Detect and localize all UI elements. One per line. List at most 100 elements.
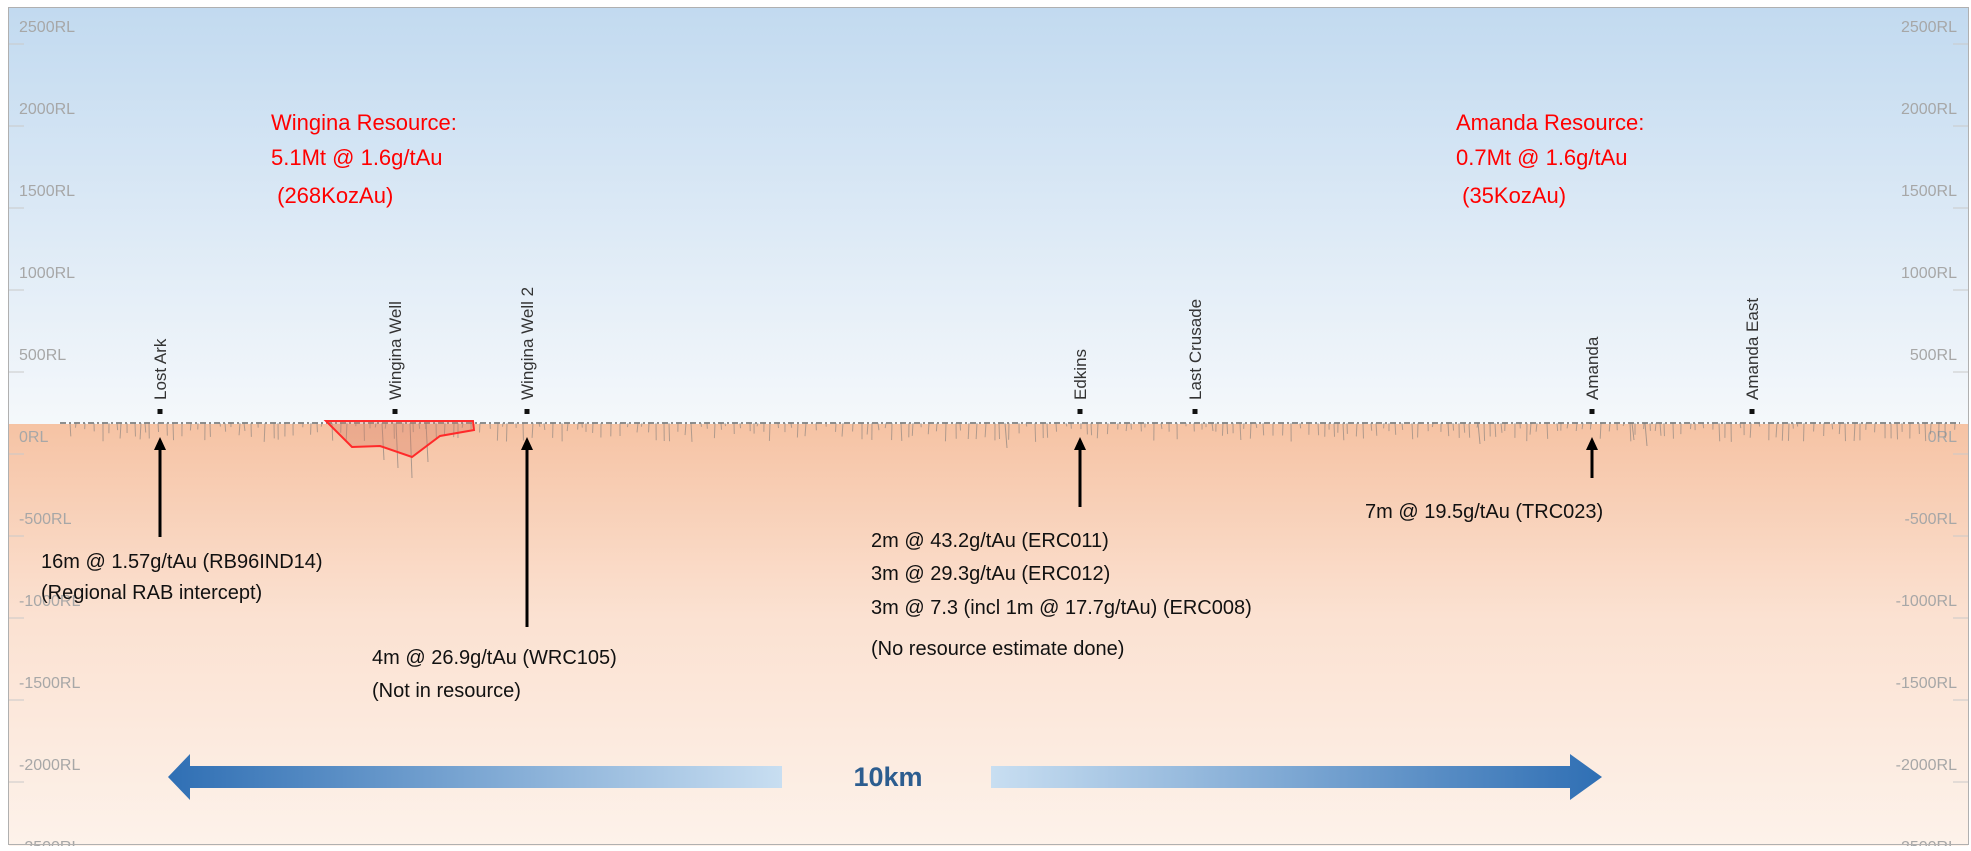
drillhole-trace [740,423,741,428]
prospect-label-edkins: Edkins [1071,349,1090,400]
sky-background [9,8,1968,424]
rl-label-left-500rl: -500RL [19,511,72,528]
rl-label-right-500rl: 500RL [1910,347,1957,364]
drillhole-trace [714,423,715,438]
drillhole-trace [506,423,507,442]
rl-label-right-0rl: 0RL [1928,429,1957,446]
drillhole-trace [725,423,726,426]
wingina-resource-line-1: Wingina Resource: [271,110,457,135]
prospect-label-wingina-well: Wingina Well [386,301,405,400]
prospect-marker-edkins [1078,409,1083,414]
wingina-well-2-note-line-1: 4m @ 26.9g/tAu (WRC105) [372,647,617,669]
edkins-note-line-1: 2m @ 43.2g/tAu (ERC011) [871,530,1109,552]
drillhole-trace [1056,423,1057,432]
amanda-resource-line-1: Amanda Resource: [1456,110,1644,135]
drillhole-trace [936,423,937,431]
lost-ark-note-line-2: (Regional RAB intercept) [41,582,262,604]
drillhole-trace [669,423,670,441]
edkins-note-line-2: 3m @ 29.3g/tAu (ERC012) [871,563,1110,585]
drillhole-trace [1832,423,1833,429]
drillhole-trace [1097,423,1098,438]
drillhole-trace [1356,423,1357,436]
rl-label-right-500rl: -500RL [1905,511,1958,528]
rl-label-right-1000rl: 1000RL [1901,265,1957,282]
prospect-marker-lost-ark [158,409,163,414]
drillhole-trace [627,423,628,427]
rl-label-left-1500rl: -1500RL [19,675,80,692]
amanda-resource-line-2: 0.7Mt @ 1.6g/tAu [1456,145,1628,170]
drillhole-trace [1469,423,1470,438]
drillhole-trace [1453,423,1454,431]
lost-ark-note-line-1: 16m @ 1.57g/tAu (RB96IND14) [41,551,323,573]
prospect-label-lost-ark: Lost Ark [151,338,170,400]
drillhole-trace [1788,423,1789,441]
scale-label: 10km [853,762,922,792]
rl-label-right-2000rl: -2000RL [1896,757,1957,774]
drillhole-trace [497,423,498,441]
wingina-resource-line-2: 5.1Mt @ 1.6g/tAu [271,145,443,170]
drillhole-trace [1227,423,1228,434]
drillhole-trace [1371,423,1372,431]
drillhole-trace [190,423,191,430]
drillhole-trace [1107,423,1108,434]
drillhole-trace [1782,423,1783,441]
drillhole-trace [1300,423,1301,428]
drillhole-trace [1703,423,1704,428]
prospect-marker-last-crusade [1193,409,1198,414]
rl-label-right-2000rl: 2000RL [1901,101,1957,118]
drillhole-trace [1925,423,1926,441]
drillhole-trace [797,423,798,438]
drillhole-trace [1402,423,1403,430]
prospect-label-amanda: Amanda [1583,336,1602,400]
drillhole-trace [1590,423,1591,429]
rl-label-right-1500rl: 1500RL [1901,183,1957,200]
drillhole-trace [791,423,792,428]
drillhole-trace [225,423,226,432]
drillhole-trace [1897,423,1898,439]
amanda-resource-line-3: (35KozAu) [1456,183,1566,208]
drillhole-trace [1250,423,1251,439]
wingina-resource-line-3: (268KozAu) [271,183,393,208]
drillhole-trace [158,423,159,432]
drillhole-trace [117,423,118,430]
drillhole-trace [1222,423,1223,436]
rl-label-left-0rl: 0RL [19,429,48,446]
drillhole-trace [960,423,961,430]
prospect-marker-wingina-well-2 [525,409,530,414]
drillhole-trace [999,423,1000,439]
drillhole-trace [502,423,503,427]
drillhole-trace [769,423,770,441]
rl-label-right-1000rl: -1000RL [1896,593,1957,610]
rl-label-left-1500rl: 1500RL [19,183,75,200]
drillhole-trace [1395,423,1396,435]
drillhole-trace [75,423,76,428]
prospect-label-last-crusade: Last Crusade [1186,299,1205,400]
drillhole-trace [1318,423,1319,435]
rl-label-left-1000rl: 1000RL [19,265,75,282]
drillhole-trace [945,423,946,441]
rl-label-left-500rl: 500RL [19,347,66,364]
drillhole-trace [1557,423,1558,431]
drillhole-trace [1263,423,1264,435]
prospect-marker-amanda [1590,409,1595,414]
wingina-well-2-note-line-2: (Not in resource) [372,680,521,702]
drillhole-trace [1432,423,1433,427]
edkins-note-line-3: 3m @ 7.3 (incl 1m @ 17.7g/tAu) (ERC008) [871,597,1252,619]
prospect-label-wingina-well-2: Wingina Well 2 [518,287,537,400]
drillhole-trace [1035,423,1036,442]
drillhole-trace [1412,423,1413,439]
drillhole-trace [641,423,642,427]
drillhole-trace [1547,423,1548,439]
rl-label-right-1500rl: -1500RL [1896,675,1957,692]
edkins-note-line-4: (No resource estimate done) [871,638,1124,660]
drillhole-trace [1719,423,1720,441]
amanda-note-line-1: 7m @ 19.5g/tAu (TRC023) [1365,501,1603,523]
drillhole-trace [173,423,174,440]
drillhole-trace [1464,423,1465,433]
drillhole-trace [1047,423,1048,438]
drillhole-trace [1334,423,1335,437]
prospect-marker-wingina-well [393,409,398,414]
rl-label-left-2000rl: -2000RL [19,757,80,774]
